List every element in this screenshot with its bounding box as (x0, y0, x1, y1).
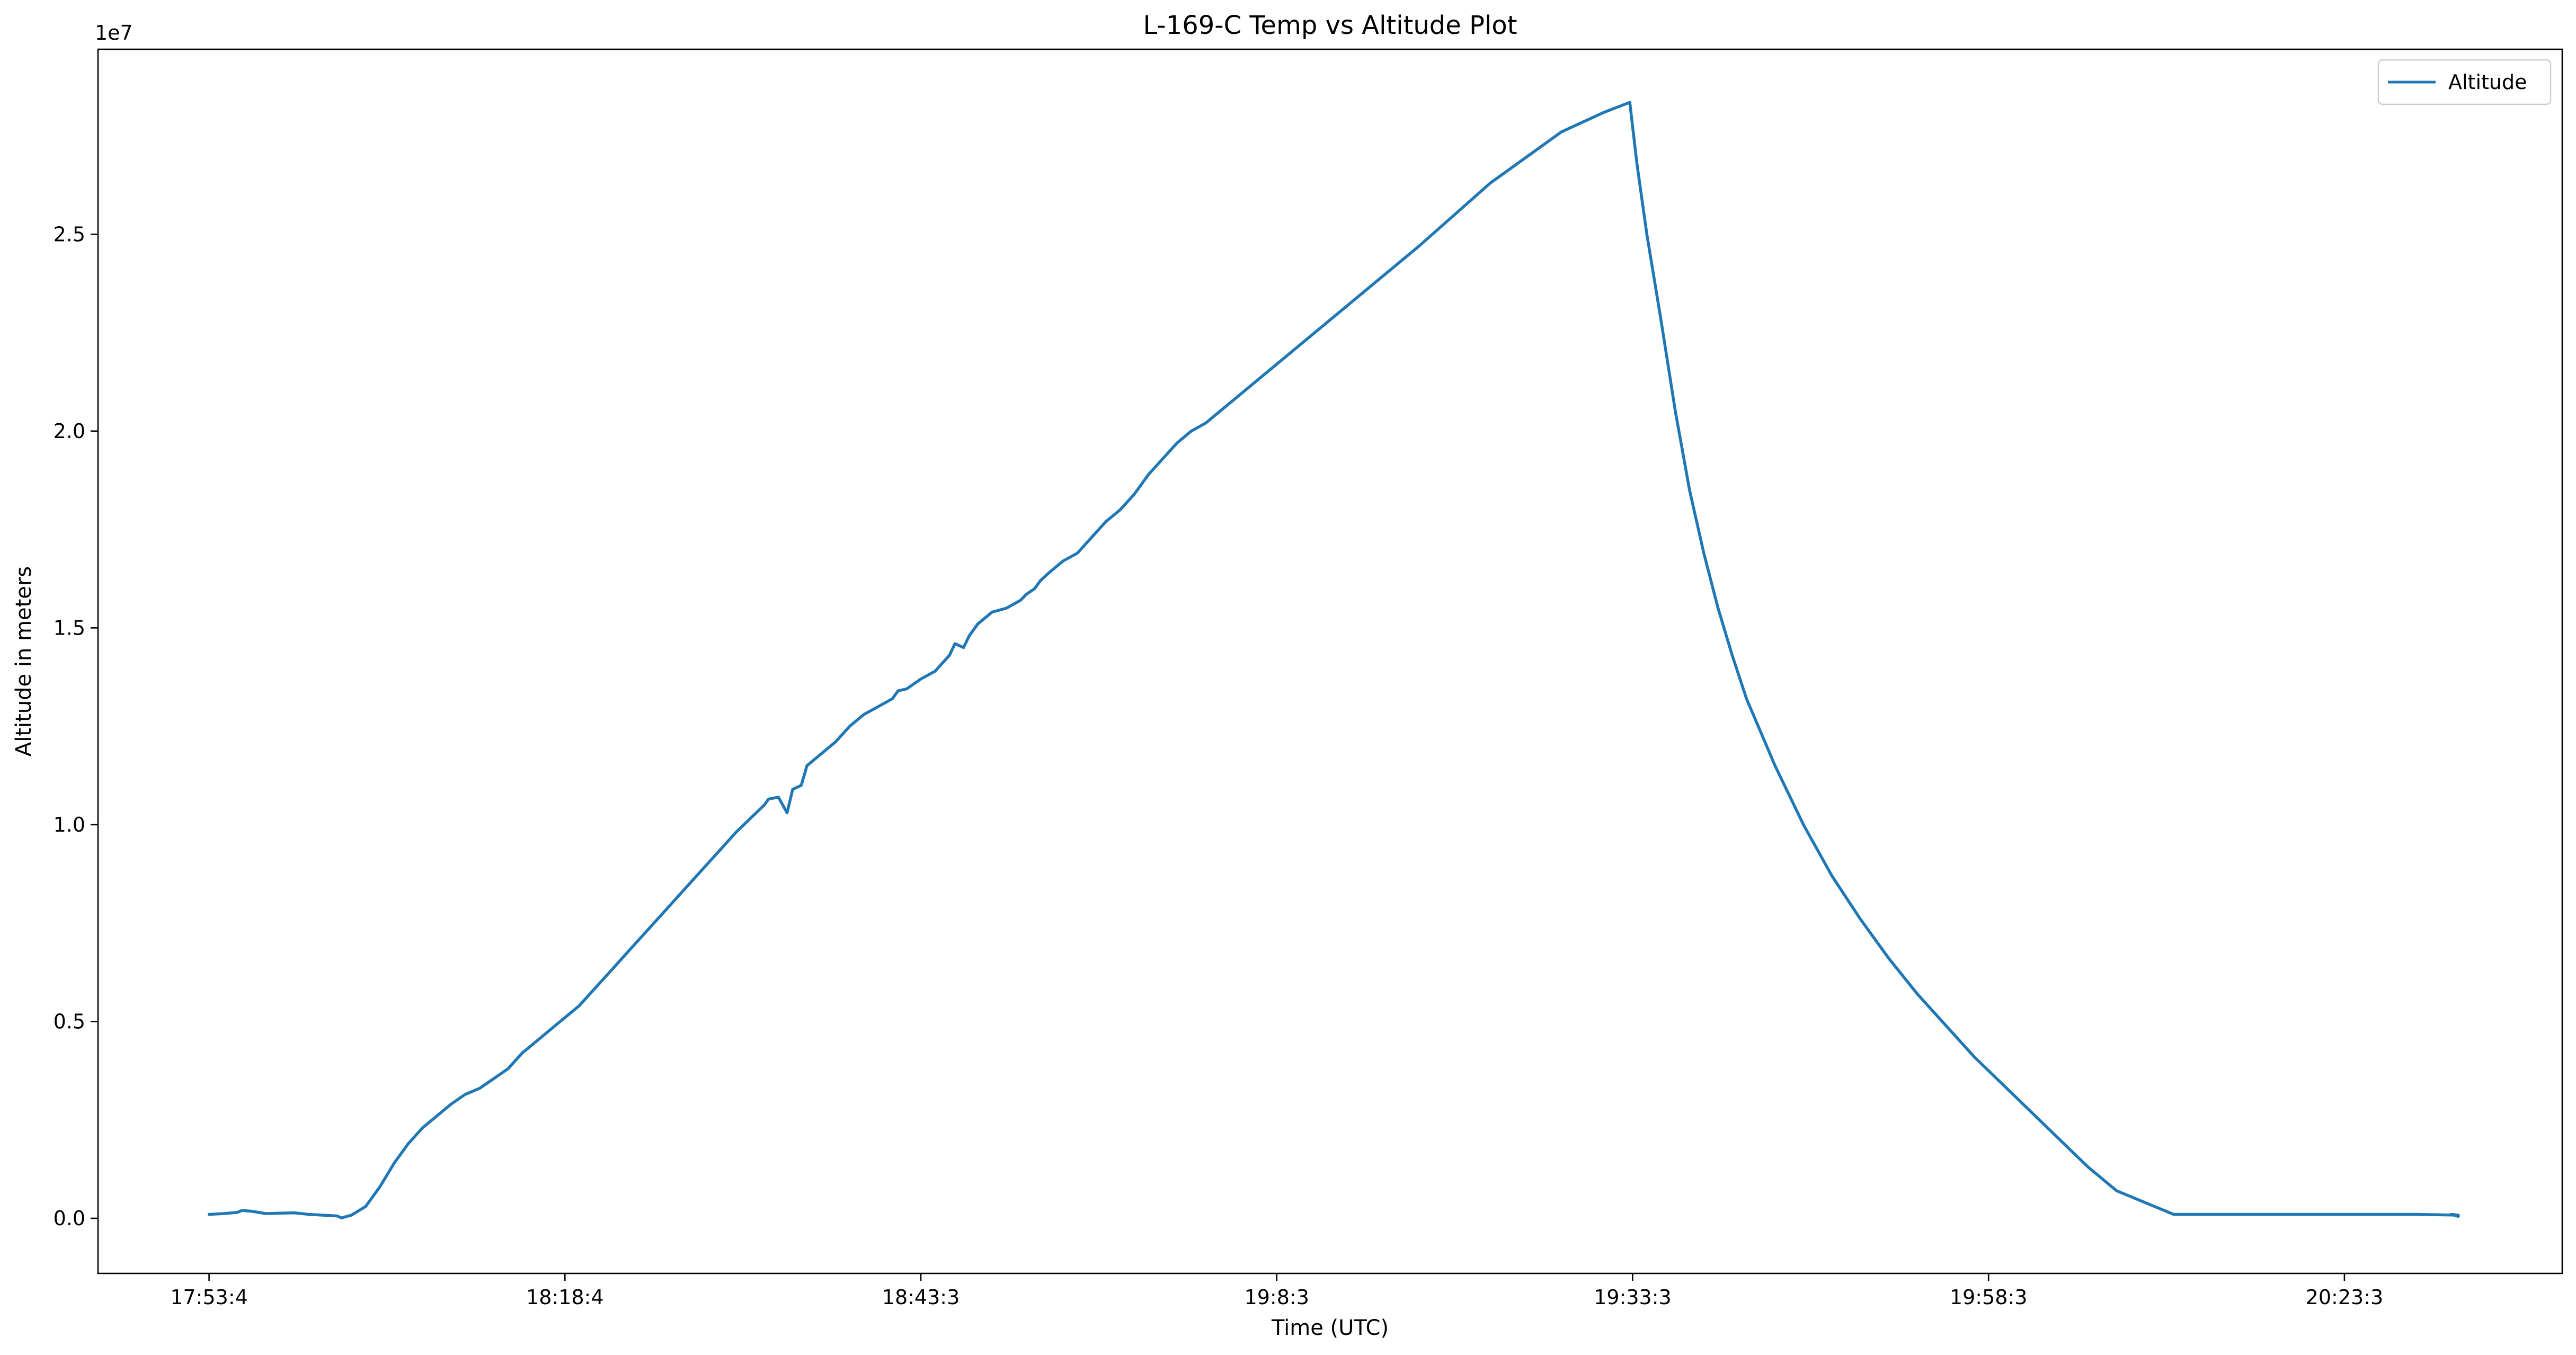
legend: Altitude (2377, 59, 2552, 105)
x-axis: 17:53:4 18:18:4 18:43:3 19:8:3 19:33:3 19:58:… (170, 1273, 2383, 1309)
x-tick-label: 19:8:3 (1245, 1286, 1309, 1309)
x-axis-label: Time (UTC) (1271, 1316, 1389, 1340)
y-axis-offset-label: 1e7 (95, 21, 133, 44)
y-tick-label: 2.0 (54, 420, 85, 443)
legend-box (2377, 59, 2552, 105)
x-tick-label: 20:23:3 (2306, 1286, 2384, 1309)
chart-title: L-169-C Temp vs Altitude Plot (1143, 11, 1517, 40)
x-tick-label: 17:53:4 (170, 1286, 248, 1309)
x-tick-label: 19:58:3 (1950, 1286, 2028, 1309)
legend-label-altitude: Altitude (2448, 70, 2527, 94)
y-axis-label: Altitude in meters (12, 566, 36, 756)
plot-area (97, 48, 2563, 1274)
x-tick-label: 18:18:4 (526, 1286, 604, 1309)
y-tick-label: 2.5 (54, 222, 85, 246)
series-layer (207, 101, 2460, 1219)
x-tick-label: 19:33:3 (1594, 1286, 1672, 1309)
y-tick-label: 1.5 (54, 616, 85, 639)
x-tick-label: 18:43:3 (882, 1286, 960, 1309)
plot-frame (97, 48, 2563, 1274)
series-line-altitude (207, 101, 2460, 1219)
y-tick-label: 1.0 (54, 813, 85, 836)
y-tick-label: 0.5 (54, 1010, 85, 1033)
y-tick-label: 0.0 (54, 1207, 85, 1230)
y-axis: 0.0 0.5 1.0 1.5 2.0 2.5 (54, 222, 98, 1230)
